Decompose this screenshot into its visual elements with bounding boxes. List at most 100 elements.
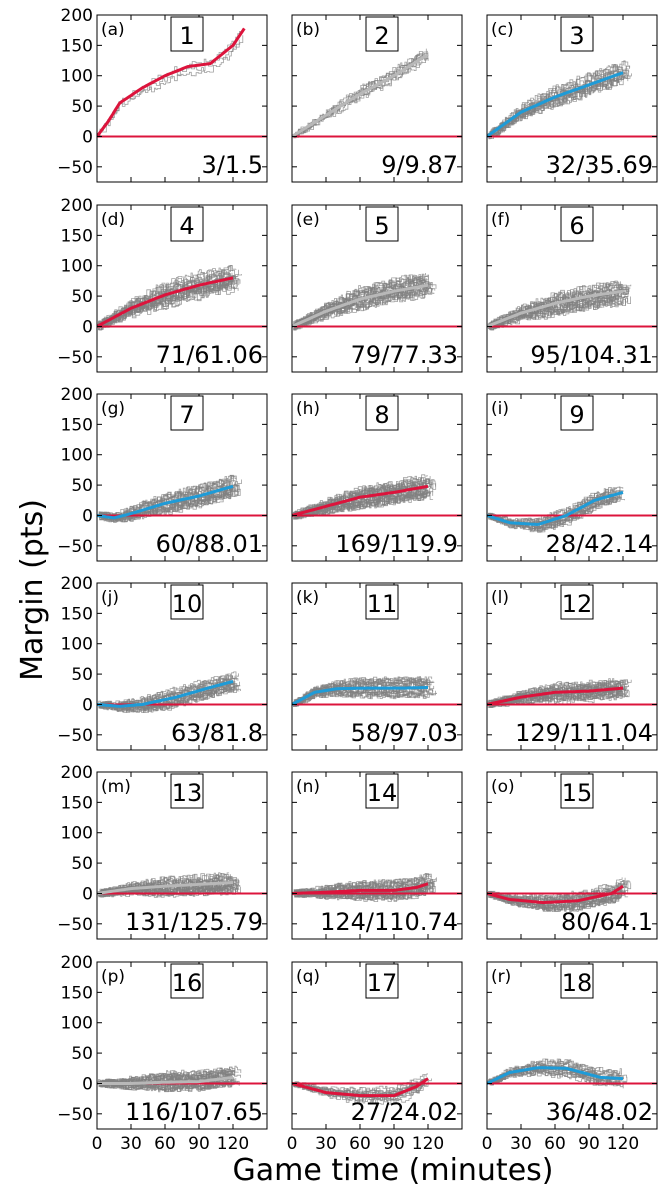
game-trace xyxy=(292,686,433,705)
panel-frame xyxy=(96,771,268,940)
panel-5: (e) 5 79/77.33 xyxy=(291,204,463,373)
y-tick-label: 200 xyxy=(61,574,93,594)
y-tick-label: 100 xyxy=(61,67,93,87)
panel-frame xyxy=(486,393,658,562)
y-tick-label: 150 xyxy=(61,415,93,435)
panel-number-box xyxy=(365,963,399,999)
y-tick-label: 0 xyxy=(82,317,93,337)
x-tick-label: 30 xyxy=(120,1134,142,1154)
panel-letter: (i) xyxy=(491,399,509,419)
game-trace xyxy=(292,879,435,897)
panel-number: 1 xyxy=(179,22,194,50)
panel-letter: (r) xyxy=(491,967,511,987)
panel-stat: 3/1.5 xyxy=(201,151,263,179)
panel-9: (i) 9 28/42.14 xyxy=(486,393,658,562)
y-tick-label: 50 xyxy=(71,287,93,307)
panel-stat: 80/64.1 xyxy=(561,908,653,936)
panel-number-box xyxy=(560,206,594,242)
game-trace xyxy=(292,287,430,327)
panel-number: 15 xyxy=(562,779,593,807)
game-trace xyxy=(97,35,244,137)
game-trace xyxy=(487,280,632,328)
mean-margin-line xyxy=(487,884,624,905)
panel-letter: (o) xyxy=(491,777,515,797)
x-tick-label: 90 xyxy=(383,1134,405,1154)
panel-number-box xyxy=(560,584,594,620)
panel-frame xyxy=(96,961,268,1130)
panel-1: 200 150 100 50 0 −50 (a) 1 3/1.5 xyxy=(57,6,268,183)
game-trace xyxy=(487,1058,620,1084)
panel-stat: 60/88.01 xyxy=(156,530,263,558)
panel-letter: (h) xyxy=(296,399,320,419)
panel-number-box xyxy=(170,773,204,809)
x-tick-label: 0 xyxy=(92,1134,103,1154)
x-tick-label: 60 xyxy=(544,1134,566,1154)
panel-stat: 131/125.79 xyxy=(125,908,263,936)
x-tick-label: 120 xyxy=(217,1134,249,1154)
panel-14: (n) 14 124/110.74 xyxy=(291,771,463,940)
y-tick-label: 200 xyxy=(61,953,93,973)
panel-letter: (b) xyxy=(296,20,320,40)
game-trace xyxy=(487,500,615,533)
panel-3: (c) 3 32/35.69 xyxy=(486,14,658,183)
panel-frame xyxy=(291,961,463,1130)
x-tick-label: 30 xyxy=(315,1134,337,1154)
panel-17: 0 30 60 90 120 (q) 17 27/24.02 xyxy=(287,961,463,1154)
game-trace xyxy=(487,60,626,139)
game-trace xyxy=(292,60,423,137)
x-tick-label: 30 xyxy=(510,1134,532,1154)
mean-margin-line xyxy=(487,1066,624,1085)
panel-number-box xyxy=(365,16,399,52)
panel-number: 16 xyxy=(172,969,203,997)
panel-letter: (a) xyxy=(101,20,125,40)
panel-stat: 36/48.02 xyxy=(546,1098,653,1126)
y-tick-label: 0 xyxy=(82,127,93,147)
mean-margin-line xyxy=(97,276,234,328)
y-tick-label: 100 xyxy=(61,824,93,844)
y-tick-label: 150 xyxy=(61,604,93,624)
panel-number: 8 xyxy=(374,401,389,429)
mean-margin-line xyxy=(292,1077,429,1098)
mean-margin-line xyxy=(292,686,428,706)
mean-margin-line xyxy=(487,289,624,328)
panel-stat: 9/9.87 xyxy=(381,151,458,179)
mean-margin-line xyxy=(292,882,429,895)
panel-number: 5 xyxy=(374,212,389,240)
x-tick-label: 0 xyxy=(482,1134,493,1154)
y-tick-label: 0 xyxy=(82,1074,93,1094)
panel-number: 7 xyxy=(179,401,194,429)
game-trace xyxy=(97,485,240,520)
x-tick-label: 60 xyxy=(154,1134,176,1154)
game-trace xyxy=(292,689,428,705)
game-trace xyxy=(97,1069,235,1086)
panel-13: 200 150 100 50 0 −50 (m) 13 131/125.79 xyxy=(57,763,268,940)
game-trace xyxy=(292,476,431,520)
panel-number-box xyxy=(560,395,594,431)
y-tick-label: 150 xyxy=(61,793,93,813)
panel-number: 18 xyxy=(562,969,593,997)
game-trace xyxy=(97,687,229,713)
panel-stat: 32/35.69 xyxy=(546,151,653,179)
game-trace xyxy=(292,491,426,518)
y-tick-label: 0 xyxy=(82,695,93,715)
mean-margin-line xyxy=(487,71,624,138)
y-tick-label: 50 xyxy=(71,97,93,117)
panel-12: (l) 12 129/111.04 xyxy=(486,582,658,751)
panel-6: (f) 6 95/104.31 xyxy=(486,204,658,373)
panel-letter: (l) xyxy=(491,588,509,608)
game-trace xyxy=(292,676,425,705)
x-tick-label: 60 xyxy=(349,1134,371,1154)
game-trace xyxy=(487,877,626,901)
panel-number: 13 xyxy=(172,779,203,807)
x-axis-label: Game time (minutes) xyxy=(232,1153,553,1188)
panel-4: 200 150 100 50 0 −50 (d) 4 71/61.06 xyxy=(57,196,268,373)
panel-letter: (g) xyxy=(101,399,125,419)
game-trace xyxy=(292,274,429,330)
mean-margin-line xyxy=(292,283,429,328)
game-trace xyxy=(97,286,239,330)
panel-10: 200 150 100 50 0 −50 (j) 10 63/81.8 xyxy=(57,574,268,751)
panel-18: 0 30 60 90 120 (r) 18 36/48.02 xyxy=(482,961,658,1154)
panel-stat: 58/97.03 xyxy=(351,719,458,747)
panel-frame xyxy=(291,204,463,373)
panel-11: (k) 11 58/97.03 xyxy=(291,582,463,751)
